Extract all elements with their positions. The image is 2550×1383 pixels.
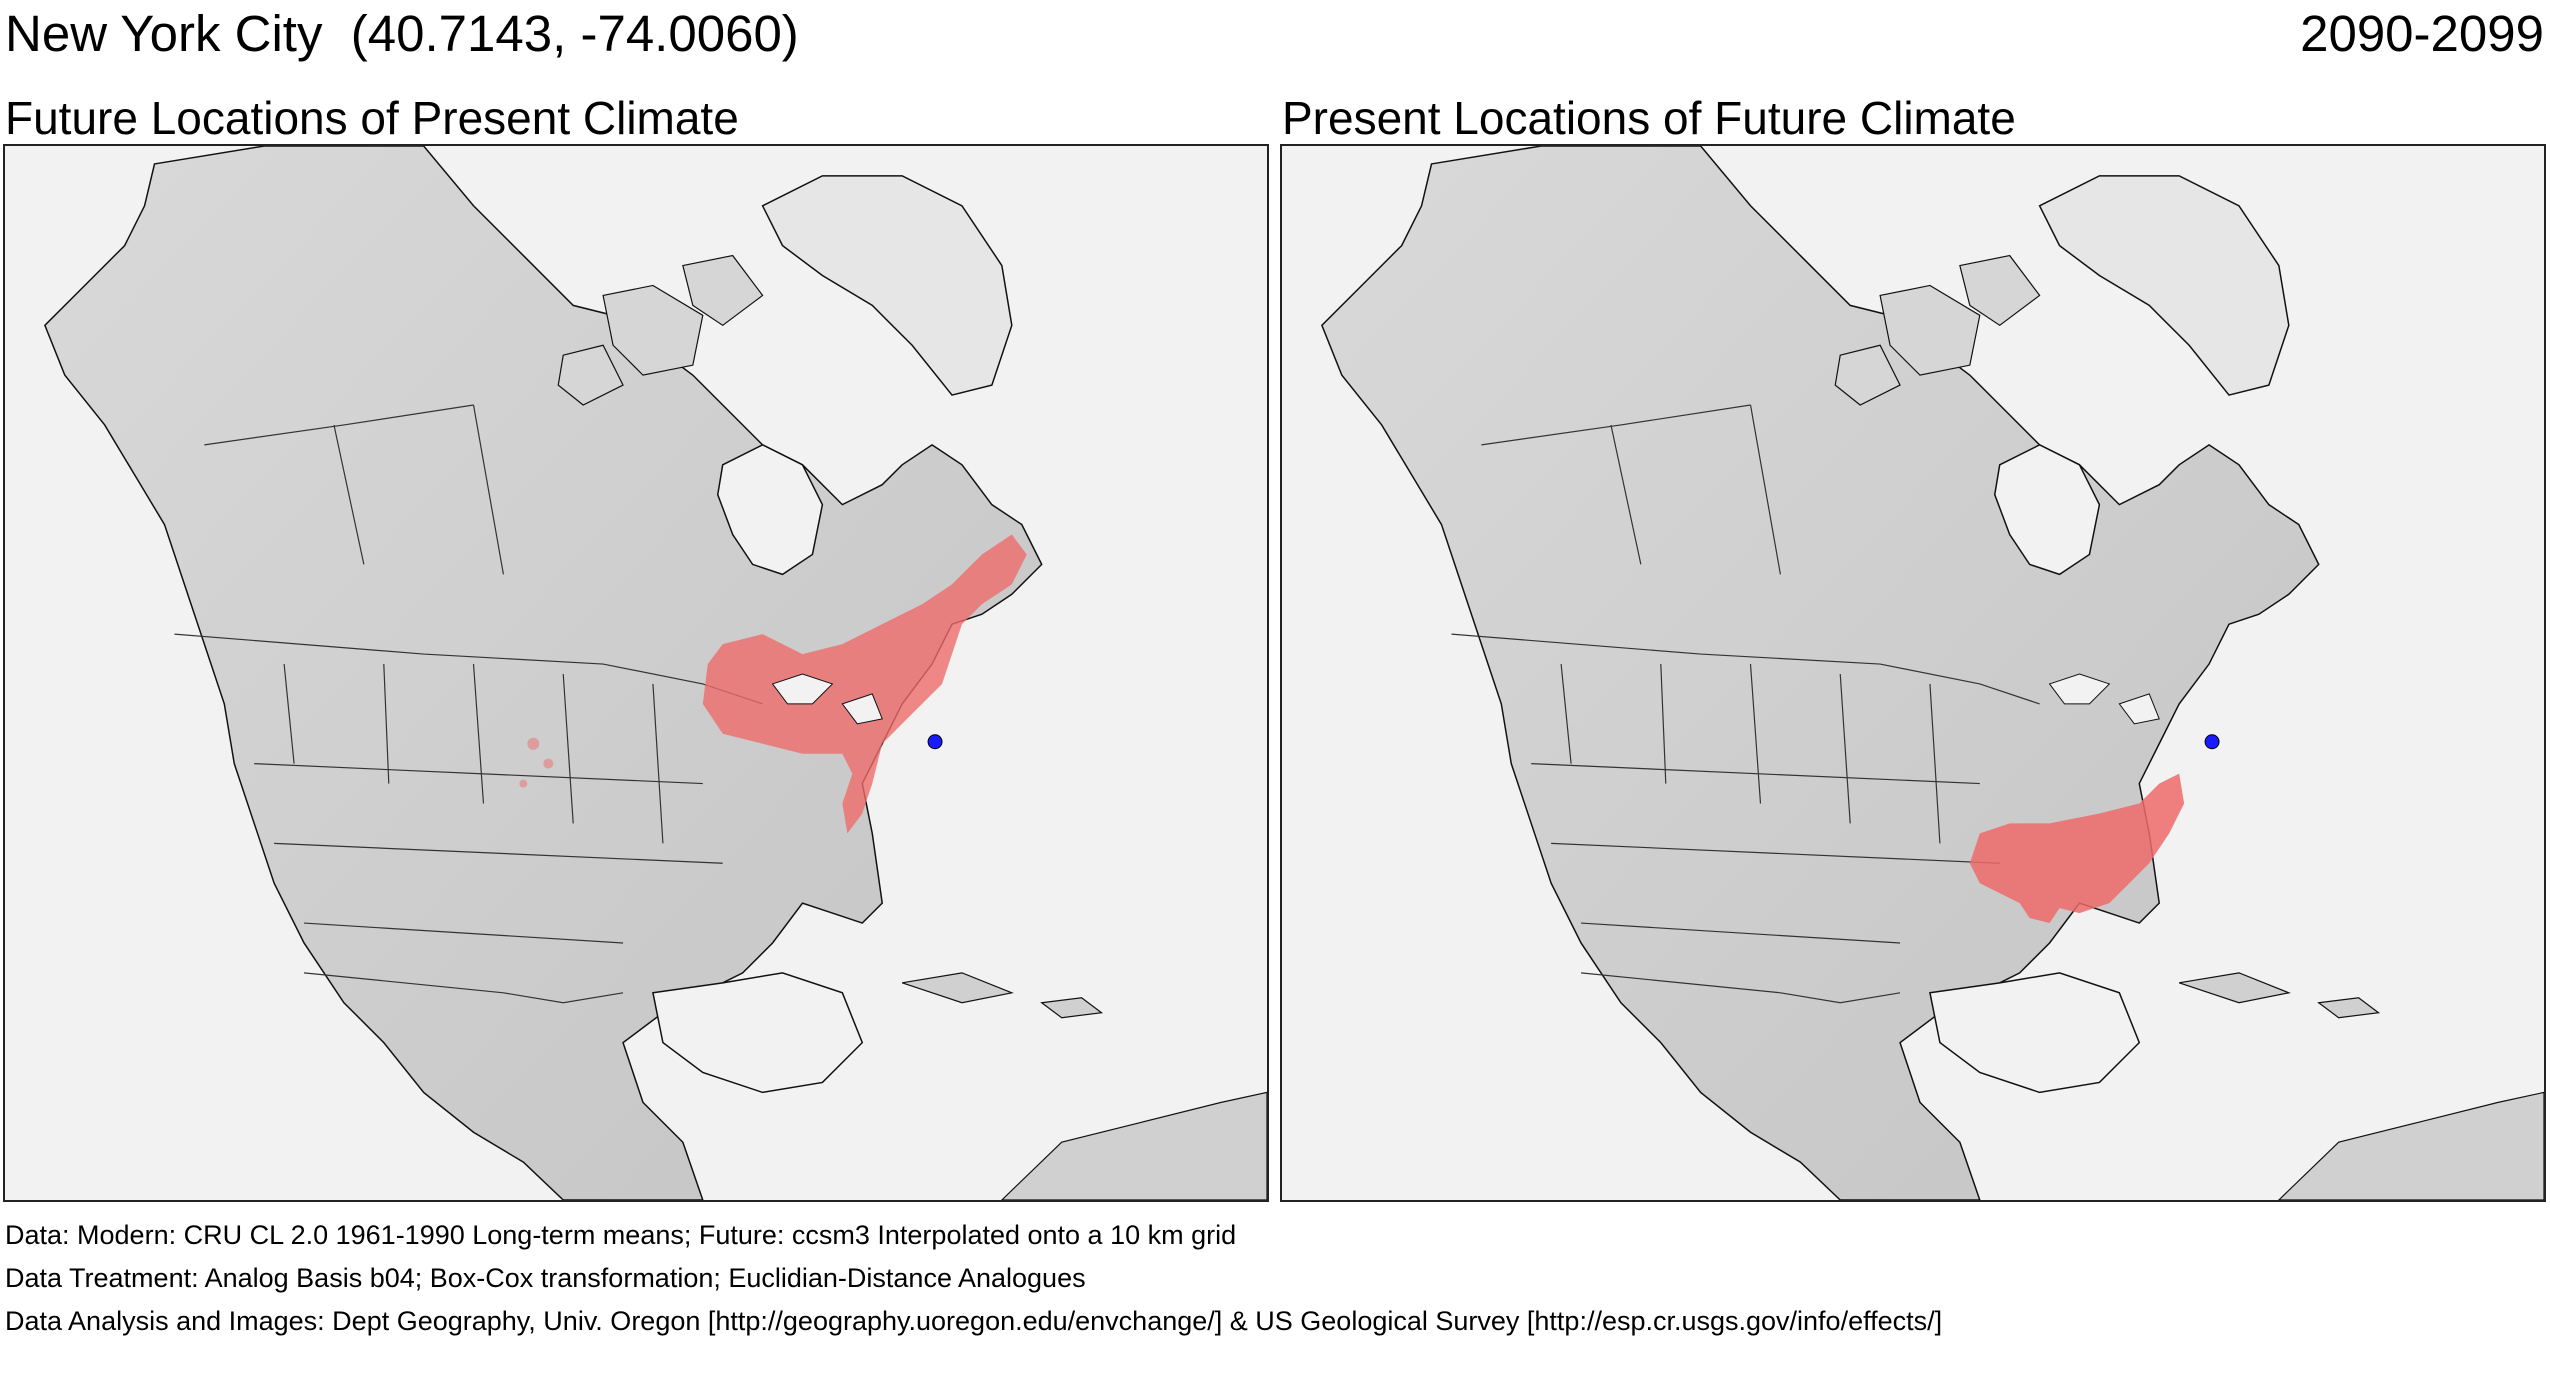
great-lakes <box>771 673 883 725</box>
climate-analog-region <box>702 534 1027 834</box>
location-marker <box>2204 734 2220 750</box>
boundaries <box>174 404 763 1004</box>
footer-treatment-line: Data Treatment: Analog Basis b04; Box-Co… <box>5 1263 1086 1293</box>
hudson-bay <box>1993 444 2101 576</box>
great-lakes <box>2048 673 2160 725</box>
period-label: 2090-2099 <box>2300 5 2544 62</box>
scattered-analog-spots <box>519 737 554 788</box>
gulf-of-mexico <box>1929 972 2141 1094</box>
arctic-islands <box>557 254 764 406</box>
footer-analysis-line: Data Analysis and Images: Dept Geography… <box>5 1306 1943 1336</box>
hudson-bay <box>716 444 824 576</box>
left-panel-title: Future Locations of Present Climate <box>5 92 739 144</box>
greenland <box>761 175 1013 396</box>
footer-data-line: Data: Modern: CRU CL 2.0 1961-1990 Long-… <box>5 1220 1237 1250</box>
caribbean-islands <box>2178 972 2381 1019</box>
climate-analog-region <box>1969 773 2185 924</box>
caribbean-islands <box>901 972 1104 1019</box>
location-title: New York City (40.7143, -74.0060) <box>5 5 799 62</box>
north-america-map <box>43 146 1267 1200</box>
greenland <box>2038 175 2290 396</box>
boundaries <box>1451 404 2040 1004</box>
gulf-of-mexico <box>652 972 864 1094</box>
south-america-corner <box>2277 1091 2544 1200</box>
location-marker <box>927 734 943 750</box>
north-america-map <box>1320 146 2544 1200</box>
left-map-panel <box>3 144 1269 1202</box>
arctic-islands <box>1834 254 2041 406</box>
right-panel-title: Present Locations of Future Climate <box>1282 92 2016 144</box>
south-america-corner <box>1000 1091 1267 1200</box>
right-map-panel <box>1280 144 2546 1202</box>
